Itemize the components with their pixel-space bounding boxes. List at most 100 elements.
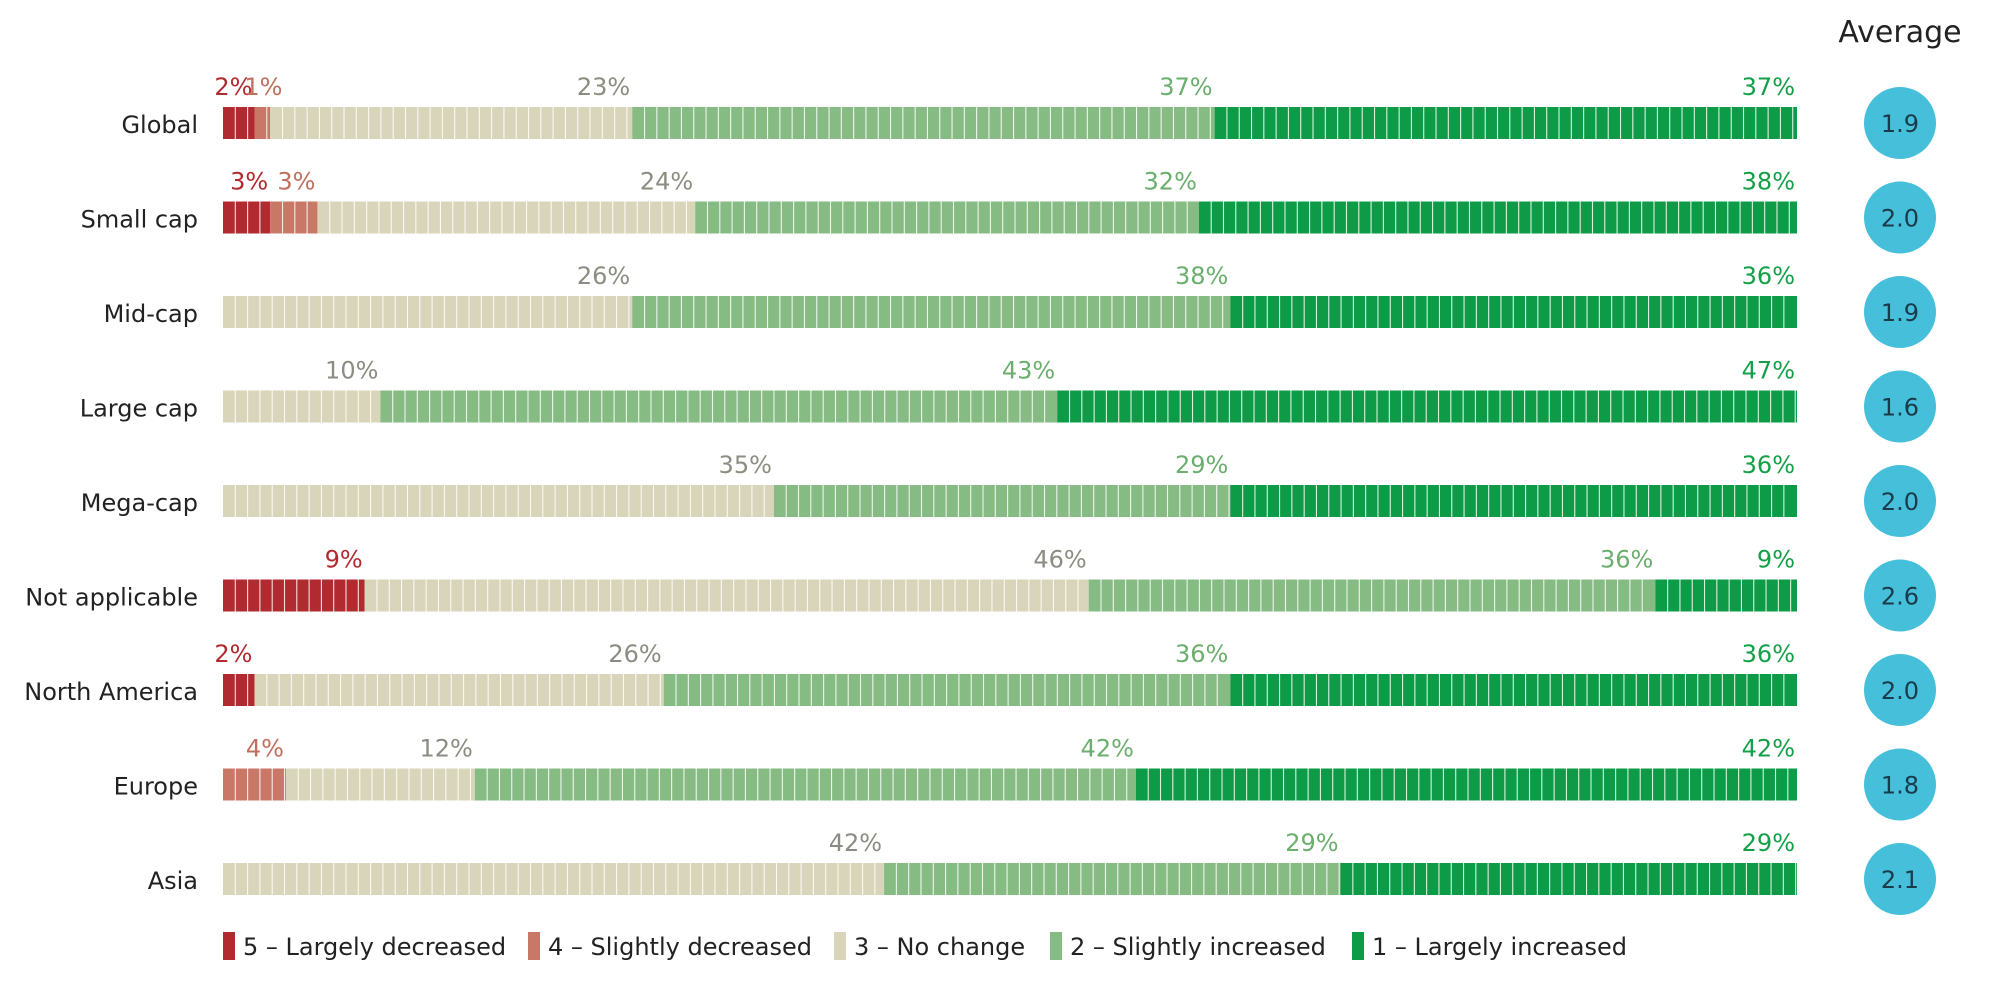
value-label: 1% xyxy=(244,73,282,101)
average-circle xyxy=(1864,654,1936,726)
average-value: 2.0 xyxy=(1881,488,1919,516)
value-label: 47% xyxy=(1742,357,1795,385)
average-circle xyxy=(1864,748,1936,821)
bar-segment xyxy=(223,390,381,423)
legend-label: 4 – Slightly decreased xyxy=(548,933,812,961)
value-label: 36% xyxy=(1742,262,1795,290)
value-label: 26% xyxy=(608,640,661,668)
average-value: 2.0 xyxy=(1881,205,1919,233)
category-label: Not applicable xyxy=(25,584,198,612)
bar-segment xyxy=(254,674,664,706)
average-value: 1.9 xyxy=(1881,299,1919,327)
bar-segment xyxy=(380,390,1058,423)
category-label: Europe xyxy=(114,773,198,801)
average-circle xyxy=(1864,370,1936,443)
value-label: 24% xyxy=(640,168,693,196)
value-label: 3% xyxy=(277,168,315,196)
bar-segment xyxy=(317,201,696,234)
legend-label: 5 – Largely decreased xyxy=(243,933,506,961)
average-circle xyxy=(1864,181,1936,254)
average-circle xyxy=(1864,843,1936,915)
bar-segment xyxy=(773,485,1231,517)
legend-label: 3 – No change xyxy=(854,933,1025,961)
bar-segment xyxy=(223,201,271,234)
value-label: 23% xyxy=(577,73,630,101)
legend-swatch xyxy=(223,932,235,960)
value-label: 46% xyxy=(1033,546,1086,574)
value-label: 29% xyxy=(1175,451,1228,479)
value-label: 35% xyxy=(719,451,772,479)
value-label: 12% xyxy=(419,735,472,763)
value-label: 37% xyxy=(1742,73,1795,101)
bar-segment xyxy=(285,768,475,801)
bar-segment xyxy=(223,296,633,328)
value-label: 4% xyxy=(246,735,284,763)
category-label: Mid-cap xyxy=(104,300,198,328)
bar-segment xyxy=(1135,768,1797,801)
value-label: 36% xyxy=(1742,640,1795,668)
bar-segment xyxy=(223,485,774,517)
category-label: North America xyxy=(24,678,198,706)
legend-swatch xyxy=(528,932,540,960)
value-label: 37% xyxy=(1159,73,1212,101)
average-value: 2.0 xyxy=(1881,677,1919,705)
average-circle xyxy=(1864,276,1936,348)
average-circle xyxy=(1864,559,1936,632)
average-circle xyxy=(1864,87,1936,159)
average-header: Average xyxy=(1838,15,1961,50)
value-label: 2% xyxy=(214,73,252,101)
average-value: 1.6 xyxy=(1881,394,1919,422)
average-circle xyxy=(1864,465,1936,537)
value-label: 29% xyxy=(1285,829,1338,857)
value-label: 36% xyxy=(1742,451,1795,479)
value-label: 10% xyxy=(325,357,378,385)
value-label: 32% xyxy=(1144,168,1197,196)
value-label: 36% xyxy=(1175,640,1228,668)
value-label: 43% xyxy=(1002,357,1055,385)
bar-segment xyxy=(1198,201,1797,234)
category-label: Global xyxy=(121,111,198,139)
bar-segment xyxy=(223,863,885,895)
bar-segment xyxy=(1655,579,1797,612)
average-value: 2.1 xyxy=(1881,866,1919,894)
bar-segment xyxy=(223,674,255,706)
bar-segment xyxy=(364,579,1089,612)
value-label: 38% xyxy=(1742,168,1795,196)
value-label: 42% xyxy=(829,829,882,857)
value-label: 26% xyxy=(577,262,630,290)
value-label: 42% xyxy=(1742,735,1795,763)
bar-segment xyxy=(884,863,1341,895)
average-value: 1.8 xyxy=(1881,772,1919,800)
category-label: Mega-cap xyxy=(81,489,198,517)
average-value: 2.6 xyxy=(1881,583,1919,611)
bar-segment xyxy=(632,107,1215,139)
legend-label: 1 – Largely increased xyxy=(1372,933,1627,961)
bar-segment xyxy=(632,296,1231,328)
value-label: 2% xyxy=(214,640,252,668)
value-label: 36% xyxy=(1600,546,1653,574)
bar-segment xyxy=(254,107,271,139)
category-label: Small cap xyxy=(81,206,198,234)
value-label: 9% xyxy=(1757,546,1795,574)
legend-swatch xyxy=(834,932,846,960)
average-value: 1.9 xyxy=(1881,110,1919,138)
category-label: Asia xyxy=(148,867,198,895)
value-label: 42% xyxy=(1081,735,1134,763)
bar-segment xyxy=(223,768,286,801)
bar-segment xyxy=(223,579,365,612)
value-label: 29% xyxy=(1742,829,1795,857)
value-label: 38% xyxy=(1175,262,1228,290)
bar-segment xyxy=(223,107,255,139)
bar-segment xyxy=(270,201,318,234)
bar-segment xyxy=(270,107,633,139)
value-label: 3% xyxy=(230,168,268,196)
legend-label: 2 – Slightly increased xyxy=(1070,933,1326,961)
bar-segment xyxy=(1214,107,1797,139)
legend-swatch xyxy=(1050,932,1062,960)
category-label: Large cap xyxy=(80,395,198,423)
value-label: 9% xyxy=(325,546,363,574)
bar-segment xyxy=(474,768,1136,801)
bar-segment xyxy=(1340,863,1797,895)
